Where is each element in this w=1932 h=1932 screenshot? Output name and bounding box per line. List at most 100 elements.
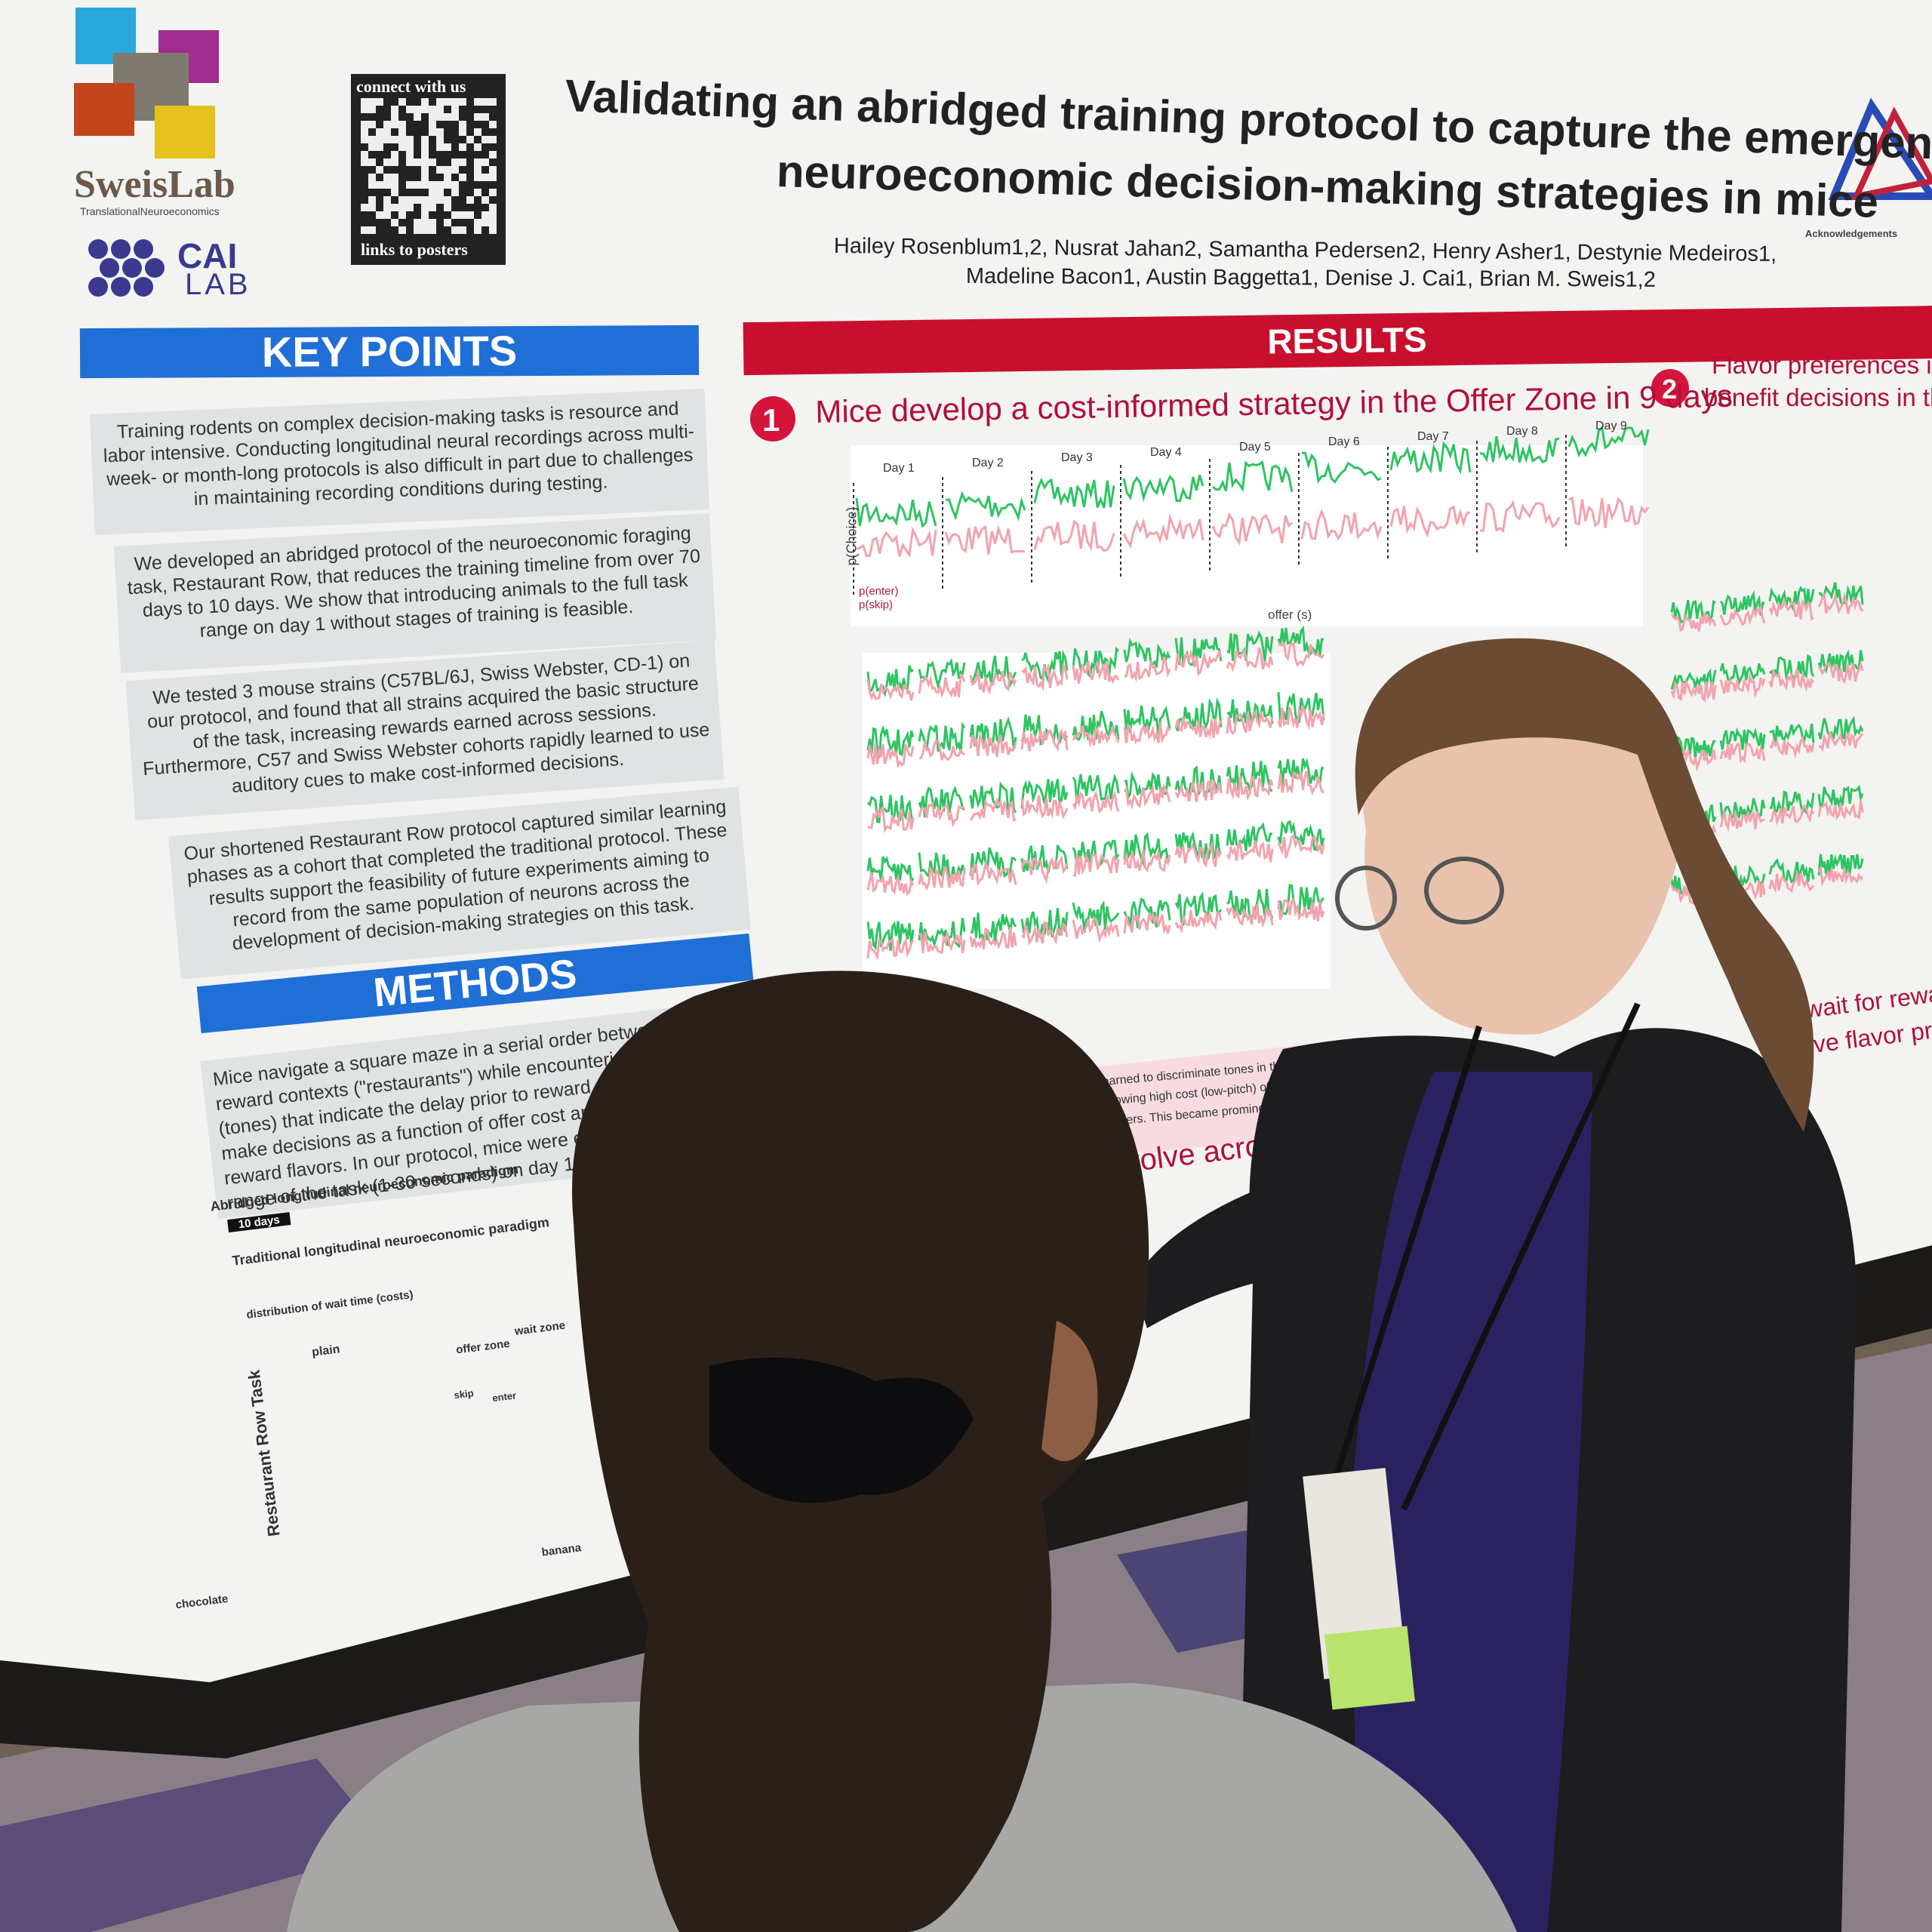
squiggle bbox=[1768, 857, 1815, 884]
qr-cell bbox=[436, 211, 444, 219]
qr-cell bbox=[368, 219, 376, 226]
qr-cell bbox=[466, 106, 474, 113]
qr-cell bbox=[466, 219, 474, 226]
qr-cell bbox=[368, 113, 376, 121]
squiggle bbox=[918, 864, 966, 891]
squiggle bbox=[1226, 711, 1274, 736]
qr-cell bbox=[459, 113, 466, 121]
qr-caption: connect with us bbox=[356, 77, 466, 96]
qr-cell bbox=[398, 181, 406, 189]
qr-cell bbox=[459, 189, 466, 196]
squiggle bbox=[918, 739, 965, 761]
cai-text: CAI bbox=[177, 236, 238, 275]
qr-cell bbox=[368, 189, 376, 196]
squiggle bbox=[1389, 505, 1471, 538]
squiggle bbox=[1389, 441, 1472, 475]
squiggle bbox=[918, 785, 965, 818]
squiggle bbox=[1277, 820, 1325, 851]
presenter-glasses bbox=[1335, 857, 1504, 931]
squiggle bbox=[1277, 884, 1325, 915]
qr-cell bbox=[466, 189, 474, 196]
qr-cell bbox=[406, 113, 414, 121]
name-badge bbox=[1303, 1467, 1407, 1680]
squiggle bbox=[1769, 804, 1815, 826]
squiggle bbox=[1021, 920, 1069, 946]
qr-cell bbox=[429, 136, 436, 143]
section-number: 2 bbox=[1662, 374, 1678, 405]
qr-cell bbox=[421, 113, 429, 121]
squiggle bbox=[970, 655, 1017, 688]
qr-cell bbox=[451, 121, 459, 128]
qr-cell bbox=[444, 128, 451, 136]
qr-cell bbox=[414, 174, 421, 181]
squiggle bbox=[1277, 897, 1325, 922]
squiggle bbox=[1817, 784, 1864, 811]
day-label: Day 3 bbox=[1061, 451, 1093, 464]
squiggle bbox=[1072, 915, 1120, 943]
qr-cell bbox=[391, 128, 398, 136]
qr-cell bbox=[414, 136, 421, 143]
qr-cell bbox=[444, 158, 451, 166]
qr-cell bbox=[466, 121, 474, 128]
qr-cell bbox=[474, 136, 481, 143]
squiggle bbox=[1174, 716, 1223, 740]
squiggle bbox=[1020, 795, 1069, 820]
squiggle bbox=[1568, 496, 1650, 528]
qr-cell bbox=[466, 128, 474, 136]
qr-cell bbox=[466, 98, 474, 106]
qr-cell bbox=[383, 106, 391, 113]
qr-cell bbox=[466, 151, 474, 158]
qr-cell bbox=[376, 174, 383, 181]
day-label: Day 6 bbox=[1328, 435, 1360, 448]
qr-cell bbox=[368, 211, 376, 219]
squiggle bbox=[1300, 509, 1383, 541]
qr-cell bbox=[466, 166, 474, 174]
qr-cell bbox=[429, 143, 436, 151]
qr-cell bbox=[421, 189, 429, 196]
day-label: Day 8 bbox=[1506, 425, 1538, 438]
squiggle bbox=[1818, 731, 1864, 752]
squiggle bbox=[1817, 592, 1864, 615]
squiggle bbox=[969, 797, 1017, 823]
qr-cell bbox=[429, 151, 436, 158]
qr-cell bbox=[361, 181, 368, 189]
qr-cell bbox=[466, 226, 474, 234]
squiggle bbox=[1768, 872, 1815, 894]
qr-cell bbox=[474, 121, 481, 128]
qr-cell bbox=[414, 98, 421, 106]
squiggle bbox=[1123, 911, 1171, 934]
qr-cell bbox=[361, 219, 368, 226]
lab-name: SweisLab bbox=[74, 163, 235, 206]
qr-cell bbox=[383, 166, 391, 174]
legend: p(skip) bbox=[859, 598, 894, 611]
qr-cell bbox=[414, 128, 421, 136]
section-badge bbox=[1651, 369, 1689, 407]
qr-cell bbox=[489, 113, 497, 121]
qr-cell bbox=[391, 196, 398, 204]
qr-cell bbox=[376, 189, 383, 196]
qr-cell bbox=[436, 158, 444, 166]
qr-cell bbox=[481, 204, 489, 211]
squiggle bbox=[1719, 743, 1766, 764]
squiggle bbox=[1277, 771, 1325, 796]
squiggle bbox=[866, 795, 915, 824]
qr-cell bbox=[398, 158, 406, 166]
acknowledgements: Acknowledgements bbox=[1805, 228, 1898, 239]
qr-cell bbox=[376, 113, 383, 121]
qr-cell bbox=[361, 143, 368, 151]
squiggle bbox=[1719, 810, 1765, 832]
squiggle bbox=[1226, 840, 1274, 863]
squiggle bbox=[969, 860, 1017, 886]
qr-cell bbox=[368, 128, 376, 136]
squiggle bbox=[1670, 735, 1716, 759]
qr-cell bbox=[474, 211, 481, 219]
qr-cell bbox=[459, 196, 466, 204]
qr-cell bbox=[466, 113, 474, 121]
qr-cell bbox=[414, 211, 421, 219]
logo-right bbox=[1851, 106, 1932, 201]
qr-cell bbox=[406, 174, 414, 181]
qr-caption: links to posters bbox=[361, 240, 468, 259]
squiggle bbox=[866, 937, 915, 961]
qr-cell bbox=[398, 106, 406, 113]
